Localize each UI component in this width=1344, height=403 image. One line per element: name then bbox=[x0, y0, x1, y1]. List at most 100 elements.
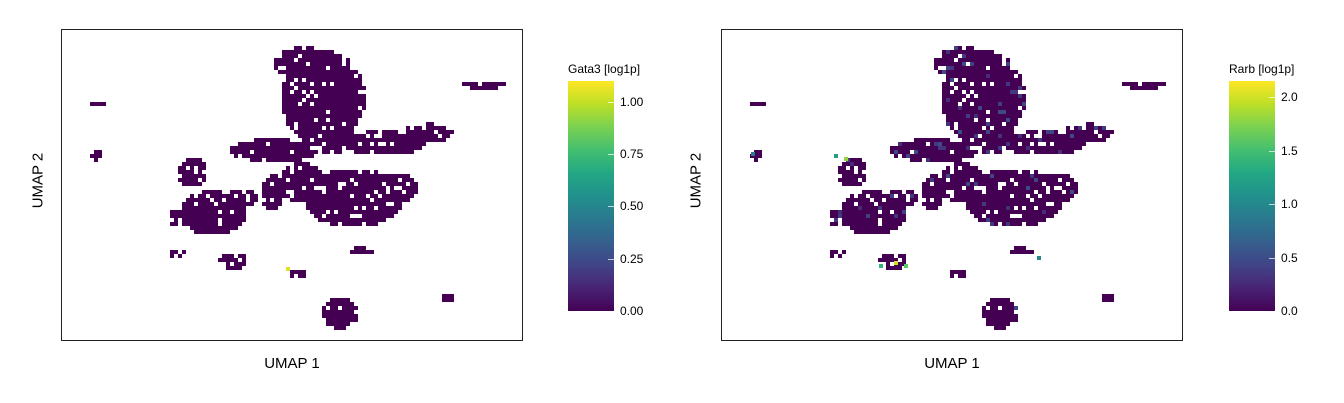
y-axis-label: UMAP 2 bbox=[687, 152, 705, 209]
cell-point bbox=[962, 74, 966, 78]
high-expression-point bbox=[1037, 256, 1041, 260]
cell-point bbox=[318, 62, 322, 66]
cell-point bbox=[926, 190, 930, 194]
cell-point bbox=[330, 194, 334, 198]
cell-point bbox=[226, 262, 230, 266]
cell-point bbox=[198, 206, 202, 210]
cell-point bbox=[990, 210, 994, 214]
cell-point bbox=[950, 270, 954, 274]
cell-point bbox=[954, 118, 958, 122]
cell-point bbox=[222, 222, 226, 226]
cell-point bbox=[274, 150, 278, 154]
cell-point bbox=[1006, 198, 1010, 202]
cell-point bbox=[962, 94, 966, 98]
cell-point bbox=[1046, 130, 1050, 134]
cell-point bbox=[958, 190, 962, 194]
cell-point bbox=[1014, 90, 1018, 94]
cell-point bbox=[850, 218, 854, 222]
cell-point bbox=[922, 202, 926, 206]
cell-point bbox=[306, 110, 310, 114]
cell-point bbox=[890, 150, 894, 154]
cell-point bbox=[950, 94, 954, 98]
cell-point bbox=[834, 210, 838, 214]
cell-point bbox=[998, 302, 1002, 306]
cell-point bbox=[958, 50, 962, 54]
cell-point bbox=[178, 254, 182, 258]
cell-point bbox=[962, 138, 966, 142]
cell-point bbox=[398, 138, 402, 142]
cell-point bbox=[282, 70, 286, 74]
cell-point bbox=[298, 46, 302, 50]
cell-point bbox=[394, 206, 398, 210]
cell-point bbox=[1018, 138, 1022, 142]
cell-point bbox=[902, 258, 906, 262]
cell-point bbox=[1022, 86, 1026, 90]
cell-point bbox=[346, 134, 350, 138]
cell-point bbox=[206, 230, 210, 234]
cell-point bbox=[330, 134, 334, 138]
cell-point bbox=[990, 78, 994, 82]
cell-point bbox=[998, 138, 1002, 142]
cell-point bbox=[350, 202, 354, 206]
cell-point bbox=[886, 194, 890, 198]
cell-point bbox=[998, 82, 1002, 86]
cell-point bbox=[1018, 178, 1022, 182]
cell-point bbox=[314, 142, 318, 146]
cell-point bbox=[290, 198, 294, 202]
cell-point bbox=[302, 74, 306, 78]
cell-point bbox=[466, 82, 470, 86]
cell-point bbox=[486, 82, 490, 86]
cell-point bbox=[290, 126, 294, 130]
cell-point bbox=[390, 186, 394, 190]
cell-point bbox=[90, 102, 94, 106]
cell-point bbox=[954, 162, 958, 166]
cell-point bbox=[1014, 110, 1018, 114]
cell-point bbox=[978, 182, 982, 186]
cell-point bbox=[182, 218, 186, 222]
cell-point bbox=[950, 122, 954, 126]
cell-point bbox=[982, 174, 986, 178]
cell-point bbox=[838, 254, 842, 258]
cell-point bbox=[930, 190, 934, 194]
cell-point bbox=[1022, 186, 1026, 190]
cell-point bbox=[1098, 138, 1102, 142]
cell-point bbox=[994, 74, 998, 78]
cell-point bbox=[342, 134, 346, 138]
cell-point bbox=[1014, 134, 1018, 138]
cell-point bbox=[982, 106, 986, 110]
cell-point bbox=[930, 202, 934, 206]
cell-point bbox=[218, 230, 222, 234]
cell-point bbox=[210, 210, 214, 214]
cell-point bbox=[854, 174, 858, 178]
cell-point bbox=[982, 198, 986, 202]
cell-point bbox=[290, 50, 294, 54]
cell-point bbox=[846, 162, 850, 166]
cell-point bbox=[1034, 198, 1038, 202]
cell-point bbox=[1042, 214, 1046, 218]
cell-point bbox=[978, 86, 982, 90]
cell-point bbox=[978, 174, 982, 178]
cell-point bbox=[998, 106, 1002, 110]
cell-point bbox=[938, 186, 942, 190]
cell-point bbox=[354, 86, 358, 90]
cell-point bbox=[966, 202, 970, 206]
cell-point bbox=[290, 78, 294, 82]
cell-point bbox=[366, 182, 370, 186]
cell-point bbox=[1078, 126, 1082, 130]
cell-point bbox=[1002, 310, 1006, 314]
cell-point bbox=[962, 150, 966, 154]
cell-point bbox=[958, 62, 962, 66]
cell-point bbox=[390, 214, 394, 218]
cell-point bbox=[962, 154, 966, 158]
cell-point bbox=[318, 210, 322, 214]
cell-point bbox=[222, 194, 226, 198]
cell-point bbox=[306, 114, 310, 118]
cell-point bbox=[338, 318, 342, 322]
cell-point bbox=[970, 166, 974, 170]
cell-point bbox=[1018, 98, 1022, 102]
cell-point bbox=[990, 222, 994, 226]
cell-point bbox=[1006, 86, 1010, 90]
cell-point bbox=[346, 186, 350, 190]
cell-point bbox=[998, 190, 1002, 194]
cell-point bbox=[970, 210, 974, 214]
